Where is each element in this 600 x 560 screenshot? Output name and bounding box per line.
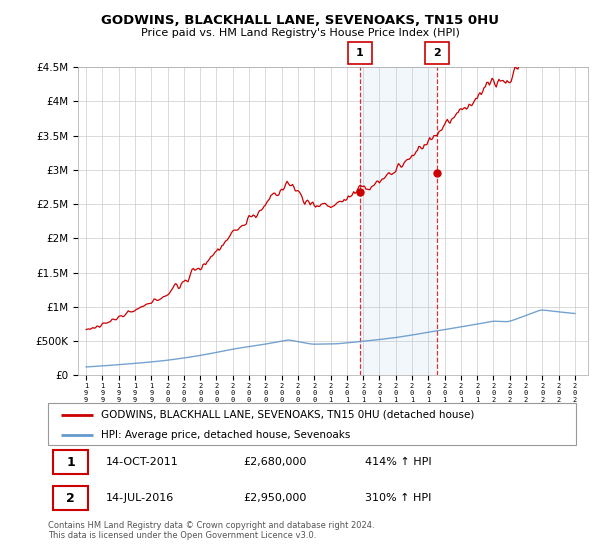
Text: 2: 2 (433, 48, 441, 58)
Text: 310% ↑ HPI: 310% ↑ HPI (365, 493, 431, 503)
Text: 414% ↑ HPI: 414% ↑ HPI (365, 457, 431, 467)
Text: HPI: Average price, detached house, Sevenoaks: HPI: Average price, detached house, Seve… (101, 430, 350, 440)
Bar (53, 486, 88, 511)
Text: 14-JUL-2016: 14-JUL-2016 (106, 493, 175, 503)
Text: 1: 1 (66, 456, 75, 469)
Bar (53, 450, 88, 474)
Text: GODWINS, BLACKHALL LANE, SEVENOAKS, TN15 0HU: GODWINS, BLACKHALL LANE, SEVENOAKS, TN15… (101, 14, 499, 27)
Text: 14-OCT-2011: 14-OCT-2011 (106, 457, 179, 467)
Text: Contains HM Land Registry data © Crown copyright and database right 2024.
This d: Contains HM Land Registry data © Crown c… (48, 521, 374, 540)
Text: £2,950,000: £2,950,000 (244, 493, 307, 503)
Text: Price paid vs. HM Land Registry's House Price Index (HPI): Price paid vs. HM Land Registry's House … (140, 28, 460, 38)
Text: £2,680,000: £2,680,000 (244, 457, 307, 467)
Text: 1: 1 (356, 48, 364, 58)
Text: GODWINS, BLACKHALL LANE, SEVENOAKS, TN15 0HU (detached house): GODWINS, BLACKHALL LANE, SEVENOAKS, TN15… (101, 410, 474, 420)
Text: 2: 2 (66, 492, 75, 505)
Bar (360, 67, 437, 375)
